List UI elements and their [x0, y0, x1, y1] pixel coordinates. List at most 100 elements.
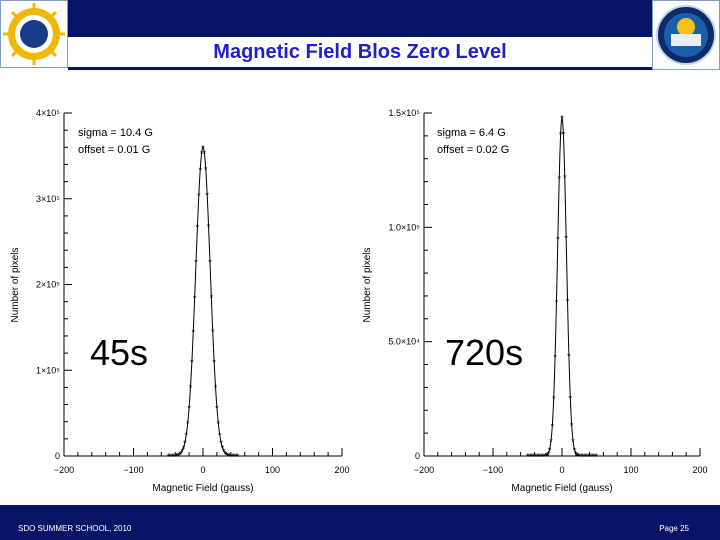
data-point-marker: * — [205, 190, 209, 200]
data-point-marker: * — [540, 452, 544, 462]
stats-annotation: offset = 0.01 G — [78, 144, 150, 156]
x-tick-label: −200 — [54, 465, 74, 475]
data-point-marker: * — [545, 451, 549, 461]
y-tick-label: 0 — [55, 451, 60, 461]
data-point-marker: * — [222, 447, 226, 457]
data-point-marker: * — [527, 452, 531, 462]
sdo-mission-patch-icon — [656, 5, 716, 65]
data-point-marker: * — [571, 437, 575, 447]
data-point-marker: * — [178, 451, 182, 461]
data-point-marker: * — [218, 430, 222, 440]
data-point-marker: * — [179, 449, 183, 459]
data-point-marker: * — [529, 452, 533, 462]
x-axis-label: Magnetic Field (gauss) — [511, 483, 612, 494]
x-tick-label: 200 — [692, 465, 707, 475]
data-point-marker: * — [567, 352, 571, 362]
data-point-marker: * — [560, 114, 564, 124]
data-point-marker: * — [223, 449, 227, 459]
data-point-marker: * — [197, 191, 201, 201]
data-point-marker: * — [553, 353, 557, 363]
data-point-marker: * — [530, 452, 534, 462]
data-point-marker: * — [557, 174, 561, 184]
data-point-marker: * — [233, 452, 237, 462]
sdo-logo — [652, 0, 720, 70]
histogram-panel-1: −200 −100 0 100 200 0 1×10⁵ 2×10⁵ 3×10⁵ 4×10⁵ Magn… — [10, 108, 350, 494]
y-tick-label: 4×10⁵ — [36, 108, 60, 118]
data-point-marker: * — [566, 296, 570, 306]
y-tick-label: 0 — [415, 451, 420, 461]
x-tick-label: 0 — [200, 465, 205, 475]
data-point-marker: * — [592, 452, 596, 462]
data-point-marker: * — [589, 452, 593, 462]
data-point-marker: * — [552, 394, 556, 404]
cadence-label: 720s — [445, 332, 523, 373]
data-point-marker: * — [201, 143, 205, 153]
data-point-marker: * — [230, 452, 234, 462]
y-tick-label: 1.0×10⁵ — [388, 222, 420, 232]
data-point-marker: * — [574, 449, 578, 459]
data-point-marker: * — [180, 447, 184, 457]
histogram-panel-2: −200 −100 0 100 200 0 5.0×10⁴ 1.0×10⁵ 1.5×10⁵ Mag… — [362, 108, 708, 494]
stats-annotation: sigma = 10.4 G — [78, 127, 153, 139]
data-point-marker: * — [534, 452, 538, 462]
data-point-marker: * — [537, 452, 541, 462]
cadence-label: 45s — [90, 332, 148, 373]
page-title: Magnetic Field Blos Zero Level — [213, 40, 507, 63]
data-point-marker: * — [585, 452, 589, 462]
data-point-marker: * — [193, 294, 197, 304]
histogram-curve — [161, 146, 245, 457]
footer-page-number: Page 25 — [659, 524, 689, 533]
data-point-marker: * — [225, 451, 229, 461]
title-box: Magnetic Field Blos Zero Level — [68, 37, 652, 67]
data-point-marker: * — [182, 444, 186, 454]
data-point-marker: * — [235, 452, 239, 462]
data-point-marker: * — [190, 358, 194, 368]
data-point-marker: * — [221, 444, 225, 454]
data-point-marker: * — [173, 452, 177, 462]
y-tick-label: 1.5×10⁵ — [388, 108, 420, 118]
data-point-marker: * — [176, 451, 180, 461]
data-point-marker: * — [219, 438, 223, 448]
y-tick-label: 1×10⁵ — [36, 365, 60, 375]
data-point-marker: * — [555, 298, 559, 308]
data-point-marker: * — [586, 452, 590, 462]
data-point-marker: * — [208, 257, 212, 267]
data-point-marker: * — [548, 446, 552, 456]
data-point-marker: * — [578, 452, 582, 462]
hmi-logo — [0, 0, 68, 68]
data-point-marker: * — [549, 437, 553, 447]
y-axis-label: Number of pixels — [362, 247, 373, 322]
data-point-marker: * — [573, 445, 577, 455]
data-point-marker: * — [533, 452, 537, 462]
y-tick-label: 5.0×10⁴ — [388, 337, 420, 347]
data-point-marker: * — [577, 452, 581, 462]
data-point-marker: * — [581, 452, 585, 462]
data-point-marker: * — [183, 438, 187, 448]
data-point-marker: * — [556, 235, 560, 245]
histogram-plots: −200 −100 0 100 200 0 1×10⁵ 2×10⁵ 3×10⁵ 4×10⁵ Magn… — [10, 108, 708, 494]
data-point-marker: * — [228, 452, 232, 462]
data-point-marker: * — [226, 451, 230, 461]
data-point-marker: * — [169, 452, 173, 462]
data-point-marker: * — [593, 452, 597, 462]
x-axis-label: Magnetic Field (gauss) — [152, 483, 253, 494]
data-point-marker: * — [563, 173, 567, 183]
data-point-marker: * — [186, 419, 190, 429]
data-point-marker: * — [200, 149, 204, 159]
data-point-marker: * — [595, 452, 599, 462]
data-point-marker: * — [175, 452, 179, 462]
data-point-marker: * — [562, 129, 566, 139]
data-point-marker: * — [541, 452, 545, 462]
data-point-marker: * — [203, 149, 207, 159]
histogram-curve — [520, 117, 604, 457]
x-tick-label: 200 — [334, 465, 349, 475]
data-point-marker: * — [538, 452, 542, 462]
data-point-marker: * — [212, 357, 216, 367]
data-point-marker: * — [194, 258, 198, 268]
data-point-marker: * — [192, 327, 196, 337]
data-point-marker: * — [187, 404, 191, 414]
data-point-marker: * — [172, 452, 176, 462]
data-point-marker: * — [185, 431, 189, 441]
stats-annotation: sigma = 6.4 G — [437, 127, 506, 139]
data-point-marker: * — [582, 452, 586, 462]
